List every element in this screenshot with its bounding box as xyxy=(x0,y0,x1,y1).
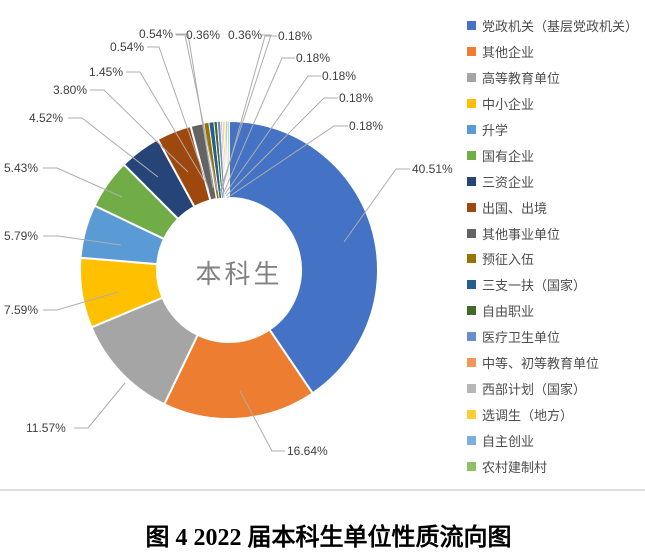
pie-slice xyxy=(228,119,379,395)
legend-swatch xyxy=(467,306,476,316)
leader-line xyxy=(90,89,189,173)
legend-label: 选调生（地方） xyxy=(482,407,574,423)
slice-percent-label: 5.79% xyxy=(4,229,39,243)
legend-item: 自主创业 xyxy=(467,427,645,453)
legend-swatch xyxy=(467,358,476,368)
leader-line xyxy=(223,57,295,193)
slice-percent-label: 0.18% xyxy=(322,69,357,83)
legend-label: 医疗卫生单位 xyxy=(482,330,561,346)
legend-item: 党政机关（基层党政机关） xyxy=(467,13,645,39)
legend-item: 预征入伍 xyxy=(467,246,645,272)
legend-label: 升学 xyxy=(482,123,509,138)
legend-label: 自由职业 xyxy=(482,304,535,320)
legend-item: 农村建制村 xyxy=(467,453,645,479)
legend-swatch xyxy=(467,461,476,471)
legend-swatch xyxy=(467,125,476,134)
legend-item: 国有企业 xyxy=(467,142,645,168)
slice-percent-label: 11.57% xyxy=(26,421,66,435)
pie-slice xyxy=(162,328,315,420)
legend-item: 医疗卫生单位 xyxy=(467,324,645,350)
legend-label: 中小企业 xyxy=(482,97,535,113)
legend-item: 其他企业 xyxy=(467,39,645,65)
leader-line xyxy=(239,390,285,452)
leader-line xyxy=(224,75,321,195)
legend-item: 中小企业 xyxy=(467,91,645,117)
legend-item: 西部计划（国家） xyxy=(467,375,645,401)
legend-label: 高等教育单位 xyxy=(482,71,561,87)
legend-item: 出国、出境 xyxy=(467,194,645,220)
legend-label: 西部计划（国家） xyxy=(482,381,587,397)
slice-percent-label: 7.59% xyxy=(4,303,39,317)
leader-line xyxy=(226,125,348,199)
leader-line xyxy=(43,235,122,246)
leader-line xyxy=(221,35,277,191)
slice-percent-label: 0.54% xyxy=(139,27,174,41)
legend-swatch xyxy=(467,21,476,31)
legend-swatch xyxy=(467,47,476,57)
legend-item: 高等教育单位 xyxy=(467,65,645,91)
chart-center-label: 本科生 xyxy=(195,259,283,289)
legend-label: 中等、初等教育单位 xyxy=(482,356,600,372)
leader-line xyxy=(74,382,126,429)
leader-line xyxy=(176,34,218,191)
slice-percent-label: 0.36% xyxy=(228,28,263,42)
legend-label: 其他企业 xyxy=(482,45,535,61)
leader-line xyxy=(43,167,123,198)
legend-item: 自由职业 xyxy=(467,298,645,324)
legend-item: 其他事业单位 xyxy=(467,220,645,246)
slice-percent-label: 16.64% xyxy=(287,444,328,458)
legend-swatch xyxy=(467,383,476,393)
legend-swatch xyxy=(467,332,476,342)
leader-line xyxy=(68,117,159,178)
legend-label: 出国、出境 xyxy=(482,200,548,216)
slice-percent-label: 1.45% xyxy=(89,65,124,79)
leader-line xyxy=(43,291,119,311)
legend-label: 自主创业 xyxy=(482,433,535,449)
slice-percent-label: 5.43% xyxy=(4,161,39,175)
legend-label: 三支一扶（国家） xyxy=(482,278,587,294)
legend-swatch xyxy=(467,176,476,186)
legend-label: 其他事业单位 xyxy=(482,226,561,242)
legend-swatch xyxy=(467,254,476,264)
legend-swatch xyxy=(467,150,476,160)
legend-label: 农村建制村 xyxy=(482,459,548,475)
leader-line xyxy=(343,168,410,243)
legend-item: 选调生（地方） xyxy=(467,401,645,427)
slice-percent-label: 0.18% xyxy=(339,91,374,105)
slice-percent-label: 3.80% xyxy=(53,83,88,97)
legend-label: 预征入伍 xyxy=(482,252,535,268)
legend-swatch xyxy=(467,435,476,445)
slice-percent-label: 0.36% xyxy=(186,28,221,42)
leader-line xyxy=(219,34,272,193)
leader-line xyxy=(225,97,338,197)
legend-item: 三支一扶（国家） xyxy=(467,272,645,298)
divider-line xyxy=(0,489,645,491)
slice-percent-label: 4.52% xyxy=(29,111,64,125)
pie-slice xyxy=(226,120,230,199)
legend-label: 三资企业 xyxy=(482,174,535,190)
legend-label: 国有企业 xyxy=(482,148,535,164)
slice-percent-label: 40.51% xyxy=(412,162,453,176)
slice-percent-label: 0.18% xyxy=(349,119,384,133)
slice-percent-label: 0.18% xyxy=(296,51,331,65)
legend-item: 中等、初等教育单位 xyxy=(467,350,645,376)
leader-line xyxy=(147,46,210,191)
legend-swatch xyxy=(467,228,476,238)
figure-caption: 图 4 2022 届本科生单位性质流向图 xyxy=(145,525,512,551)
slice-percent-label: 0.54% xyxy=(110,40,145,54)
slice-percent-label: 0.18% xyxy=(278,29,313,43)
legend-label: 党政机关（基层党政机关） xyxy=(482,19,639,35)
legend-swatch xyxy=(467,99,476,109)
legend-item: 升学 xyxy=(467,117,645,143)
legend-swatch xyxy=(467,280,476,290)
legend-swatch xyxy=(467,73,476,83)
legend-item: 三资企业 xyxy=(467,168,645,194)
legend-swatch xyxy=(467,202,476,212)
leader-line xyxy=(126,71,206,183)
chart-legend: 党政机关（基层党政机关） 其他企业高等教育单位 中小企业升学国有企业三资企业出国、出… xyxy=(467,13,645,479)
leader-line xyxy=(175,33,214,189)
legend-swatch xyxy=(467,409,476,419)
